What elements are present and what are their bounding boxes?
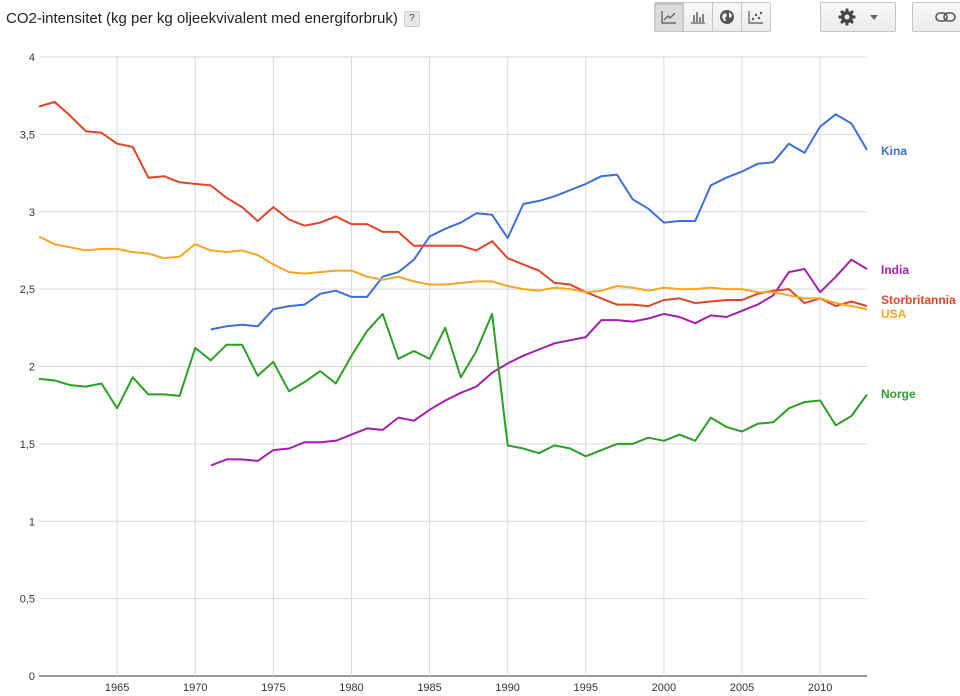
- chart-series: [38, 100, 868, 467]
- series-label-norge[interactable]: Norge: [881, 387, 916, 401]
- x-tick-label: 1995: [574, 682, 598, 694]
- scatter-icon: [748, 11, 763, 24]
- series-label-usa[interactable]: USA: [881, 307, 907, 321]
- line-chart-icon: [661, 11, 676, 24]
- y-tick-label: 0,5: [20, 594, 35, 606]
- series-line-india[interactable]: [210, 258, 868, 467]
- link-icon: [935, 12, 956, 22]
- x-tick-label: 2010: [808, 682, 832, 694]
- chart-type-toolbar: [654, 2, 771, 32]
- y-axis-ticks: 0 0,5 1 1,5 2 2,5 3 3,5 4: [20, 52, 35, 683]
- link-button[interactable]: [912, 2, 960, 32]
- series-line-storbritannia[interactable]: [38, 100, 868, 308]
- x-tick-label: 2005: [730, 682, 754, 694]
- x-tick-label: 1965: [105, 682, 129, 694]
- chart-grid: [39, 56, 867, 677]
- chart-title-bar: CO2-intensitet (kg per kg oljeekvivalent…: [6, 10, 420, 27]
- scatter-button[interactable]: [741, 2, 771, 32]
- y-tick-label: 1,5: [20, 439, 35, 451]
- x-tick-label: 1970: [183, 682, 207, 694]
- series-label-india[interactable]: India: [881, 263, 909, 277]
- y-tick-label: 0: [29, 671, 35, 683]
- map-button[interactable]: [712, 2, 742, 32]
- x-tick-label: 2000: [652, 682, 676, 694]
- gear-icon: [838, 8, 856, 26]
- y-tick-label: 1: [29, 516, 35, 528]
- series-label-storbritannia[interactable]: Storbritannia: [881, 293, 956, 307]
- caret-down-icon: [870, 14, 878, 20]
- y-tick-label: 4: [29, 52, 35, 64]
- series-label-kina[interactable]: Kina: [881, 144, 907, 158]
- x-tick-label: 1975: [261, 682, 285, 694]
- y-tick-label: 2,5: [20, 284, 35, 296]
- x-axis-ticks: 1965 1970 1975 1980 1985 1990 1995 2000 2005 2010: [105, 682, 833, 694]
- x-tick-label: 1990: [495, 682, 519, 694]
- x-tick-label: 1980: [339, 682, 363, 694]
- y-tick-label: 2: [29, 362, 35, 374]
- x-tick-label: 1985: [417, 682, 441, 694]
- globe-icon: [720, 10, 734, 24]
- series-line-usa[interactable]: [38, 235, 868, 311]
- y-tick-label: 3: [29, 207, 35, 219]
- bar-chart-icon: [691, 12, 705, 24]
- series-line-kina[interactable]: [210, 113, 868, 331]
- y-tick-label: 3,5: [20, 129, 35, 141]
- series-line-norge[interactable]: [38, 312, 868, 458]
- chart-title: CO2-intensitet (kg per kg oljeekvivalent…: [6, 10, 398, 27]
- help-button[interactable]: ?: [403, 10, 420, 27]
- settings-menu-button[interactable]: [820, 2, 896, 32]
